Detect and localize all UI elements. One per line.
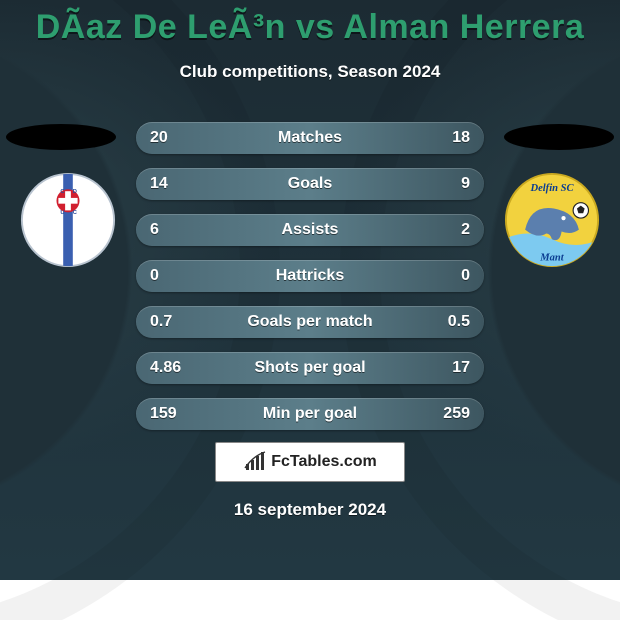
- infographic-date: 16 september 2024: [0, 500, 620, 520]
- stat-row-matches: 20Matches18: [136, 122, 484, 154]
- badge-shadow-left: [6, 124, 116, 150]
- stat-label: Hattricks: [194, 267, 426, 285]
- comparison-title: DÃ­az De LeÃ³n vs Alman Herrera: [0, 8, 620, 47]
- stat-row-min-per-goal: 159Min per goal259: [136, 398, 484, 430]
- stat-row-assists: 6Assists2: [136, 214, 484, 246]
- svg-text:C: C: [73, 210, 77, 216]
- stat-value-left: 0: [150, 267, 194, 285]
- stat-row-goals: 14Goals9: [136, 168, 484, 200]
- club-badge-right: Delfin SC Mant: [504, 172, 600, 268]
- svg-text:U: U: [60, 210, 64, 216]
- stat-label: Shots per goal: [194, 359, 426, 377]
- stat-value-right: 259: [426, 405, 470, 423]
- infographic-canvas: DÃ­az De LeÃ³n vs Alman Herrera Club com…: [0, 0, 620, 580]
- stat-value-left: 6: [150, 221, 194, 239]
- stat-row-shots-per-goal: 4.86Shots per goal17: [136, 352, 484, 384]
- fctables-logo: FcTables.com: [215, 442, 405, 482]
- stat-value-left: 159: [150, 405, 194, 423]
- stat-label: Matches: [194, 129, 426, 147]
- stat-value-left: 14: [150, 175, 194, 193]
- club-badge-left: C D U C: [20, 172, 116, 268]
- stat-value-right: 17: [426, 359, 470, 377]
- stat-row-hattricks: 0Hattricks0: [136, 260, 484, 292]
- svg-text:Delfin SC: Delfin SC: [529, 183, 574, 194]
- svg-text:Mant: Mant: [539, 252, 565, 263]
- stat-value-left: 20: [150, 129, 194, 147]
- stat-value-right: 0: [426, 267, 470, 285]
- stat-value-right: 0.5: [426, 313, 470, 331]
- stat-value-left: 4.86: [150, 359, 194, 377]
- fctables-logo-text: FcTables.com: [271, 453, 377, 471]
- stat-value-right: 18: [426, 129, 470, 147]
- stat-label: Min per goal: [194, 405, 426, 423]
- svg-text:C: C: [60, 189, 64, 195]
- stat-label: Goals: [194, 175, 426, 193]
- comparison-subtitle: Club competitions, Season 2024: [0, 62, 620, 82]
- bars-chart-icon: [243, 450, 267, 474]
- badge-shadow-right: [504, 124, 614, 150]
- stat-value-right: 2: [426, 221, 470, 239]
- stat-label: Goals per match: [194, 313, 426, 331]
- svg-text:D: D: [73, 189, 77, 195]
- stat-row-goals-per-match: 0.7Goals per match0.5: [136, 306, 484, 338]
- stat-label: Assists: [194, 221, 426, 239]
- stat-value-left: 0.7: [150, 313, 194, 331]
- stat-value-right: 9: [426, 175, 470, 193]
